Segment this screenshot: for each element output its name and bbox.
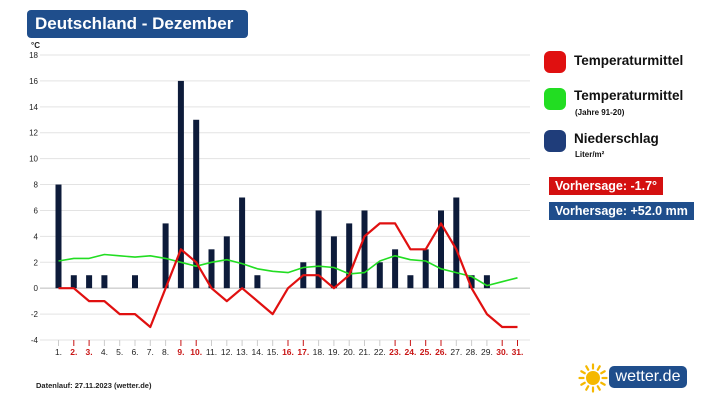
sun-ray — [600, 381, 606, 386]
precipitation-bar — [208, 249, 215, 289]
sun-icon — [578, 363, 608, 393]
sun-ray — [596, 385, 601, 391]
y-tick-label: 0 — [34, 284, 39, 293]
x-tick-label: 10. — [190, 347, 202, 357]
forecast-temperature-badge: Vorhersage: -1.7° — [549, 177, 664, 195]
wetter-de-wordmark: wetter.de — [609, 366, 687, 388]
x-tick-label: 31. — [512, 347, 524, 357]
x-tick-label: 9. — [177, 347, 184, 357]
precipitation-bar — [376, 262, 383, 289]
y-tick-label: 10 — [29, 155, 38, 164]
x-tick-label: 26. — [435, 347, 447, 357]
x-tick-label: 30. — [496, 347, 508, 357]
x-tick-label: 24. — [404, 347, 416, 357]
bar-layer — [55, 80, 490, 289]
y-tick-label: 8 — [34, 181, 39, 190]
precipitation-bar — [483, 275, 490, 289]
x-tick-label: 22. — [374, 347, 386, 357]
x-tick-label: 17. — [297, 347, 309, 357]
x-tick-label: 21. — [359, 347, 371, 357]
x-tick-label: 2. — [70, 347, 77, 357]
legend-swatch-temperature-normal — [544, 88, 566, 110]
y-tick-label: -4 — [31, 336, 39, 345]
x-tick-label: 12. — [221, 347, 233, 357]
x-tick-label: 3. — [86, 347, 93, 357]
legend-label-temperature-normal: Temperaturmittel — [574, 88, 684, 103]
y-tick-label: 2 — [34, 258, 39, 267]
y-tick-label: 6 — [34, 206, 39, 215]
y-tick-label: 18 — [29, 51, 38, 60]
precipitation-bar — [55, 184, 62, 289]
legend-swatch-temperature — [544, 51, 566, 73]
precipitation-bar — [70, 275, 77, 289]
precipitation-bar — [468, 275, 475, 289]
precipitation-bar — [177, 80, 184, 289]
x-tick-label: 1. — [55, 347, 62, 357]
y-unit-label: °C — [31, 41, 40, 50]
x-tick-label: 19. — [328, 347, 340, 357]
wetter-de-logo[interactable]: wetter.de — [578, 363, 690, 393]
precipitation-bar — [346, 223, 353, 289]
data-run-footer: Datenlauf: 27.11.2023 (wetter.de) — [36, 381, 152, 390]
forecast-precipitation-badge: Vorhersage: +52.0 mm — [549, 202, 694, 220]
legend-sub-precipitation: Liter/m² — [575, 150, 605, 159]
x-tick-label: 28. — [466, 347, 478, 357]
x-tick-label: 29. — [481, 347, 493, 357]
legend-swatch-precipitation — [544, 130, 566, 152]
grid-layer — [40, 54, 530, 341]
x-tick-label: 4. — [101, 347, 108, 357]
sun-ray — [596, 365, 601, 371]
legend-sub-temperature-normal: (Jahre 91-20) — [575, 108, 625, 117]
precipitation-bar — [162, 223, 169, 289]
sun-ray — [580, 370, 586, 375]
sun-ray — [585, 365, 590, 371]
x-tick-label: 23. — [389, 347, 401, 357]
y-tick-label: 4 — [34, 232, 39, 241]
chart-title: Deutschland - Dezember — [35, 14, 234, 33]
y-tick-label: 12 — [29, 129, 38, 138]
x-tick-label: 25. — [420, 347, 432, 357]
precipitation-bar — [239, 197, 246, 289]
precipitation-bar — [315, 210, 322, 289]
precipitation-bar — [361, 210, 368, 289]
y-tick-label: -2 — [31, 310, 39, 319]
x-tick-label: 27. — [450, 347, 462, 357]
precipitation-bar — [407, 275, 414, 289]
sun-ray — [600, 370, 606, 375]
x-tick-label: 15. — [267, 347, 279, 357]
x-tick-label: 18. — [313, 347, 325, 357]
legend-label-temperature: Temperaturmittel — [574, 53, 684, 68]
x-tick-label: 6. — [131, 347, 138, 357]
legend-label-precipitation: Niederschlag — [574, 131, 659, 146]
axis-layer: -4 -2 0 2 4 6 8 10 12 14 16 18°C 1. 2. 3. 4. 5. 6. 7. 8. 9. 1… — [29, 41, 523, 357]
precipitation-bar — [101, 275, 108, 289]
x-tick-label: 5. — [116, 347, 123, 357]
x-tick-label: 20. — [343, 347, 355, 357]
precipitation-bar — [438, 210, 444, 289]
precipitation-bar — [453, 197, 460, 289]
x-tick-label: 11. — [206, 347, 217, 357]
x-tick-label: 13. — [236, 347, 248, 357]
precipitation-bar — [254, 275, 261, 289]
x-tick-label: 14. — [251, 347, 263, 357]
precipitation-bar — [330, 236, 337, 289]
y-tick-label: 16 — [29, 77, 38, 86]
sun-ray — [585, 385, 590, 391]
y-tick-label: 14 — [29, 103, 38, 112]
precipitation-bar — [392, 249, 399, 289]
temperature-line — [58, 222, 518, 329]
x-tick-label: 7. — [147, 347, 154, 357]
precipitation-bar — [223, 236, 230, 289]
precipitation-bar — [132, 275, 138, 289]
precipitation-bar — [422, 249, 429, 289]
x-tick-label: 16. — [282, 347, 294, 357]
x-tick-label: 8. — [162, 347, 169, 357]
precipitation-bar — [86, 275, 93, 289]
precipitation-bar — [193, 119, 200, 289]
sun-ray — [580, 381, 586, 386]
chart-title-banner: Deutschland - Dezember — [27, 10, 248, 38]
line-layer — [58, 222, 518, 329]
temperature-normal-line — [58, 253, 518, 287]
